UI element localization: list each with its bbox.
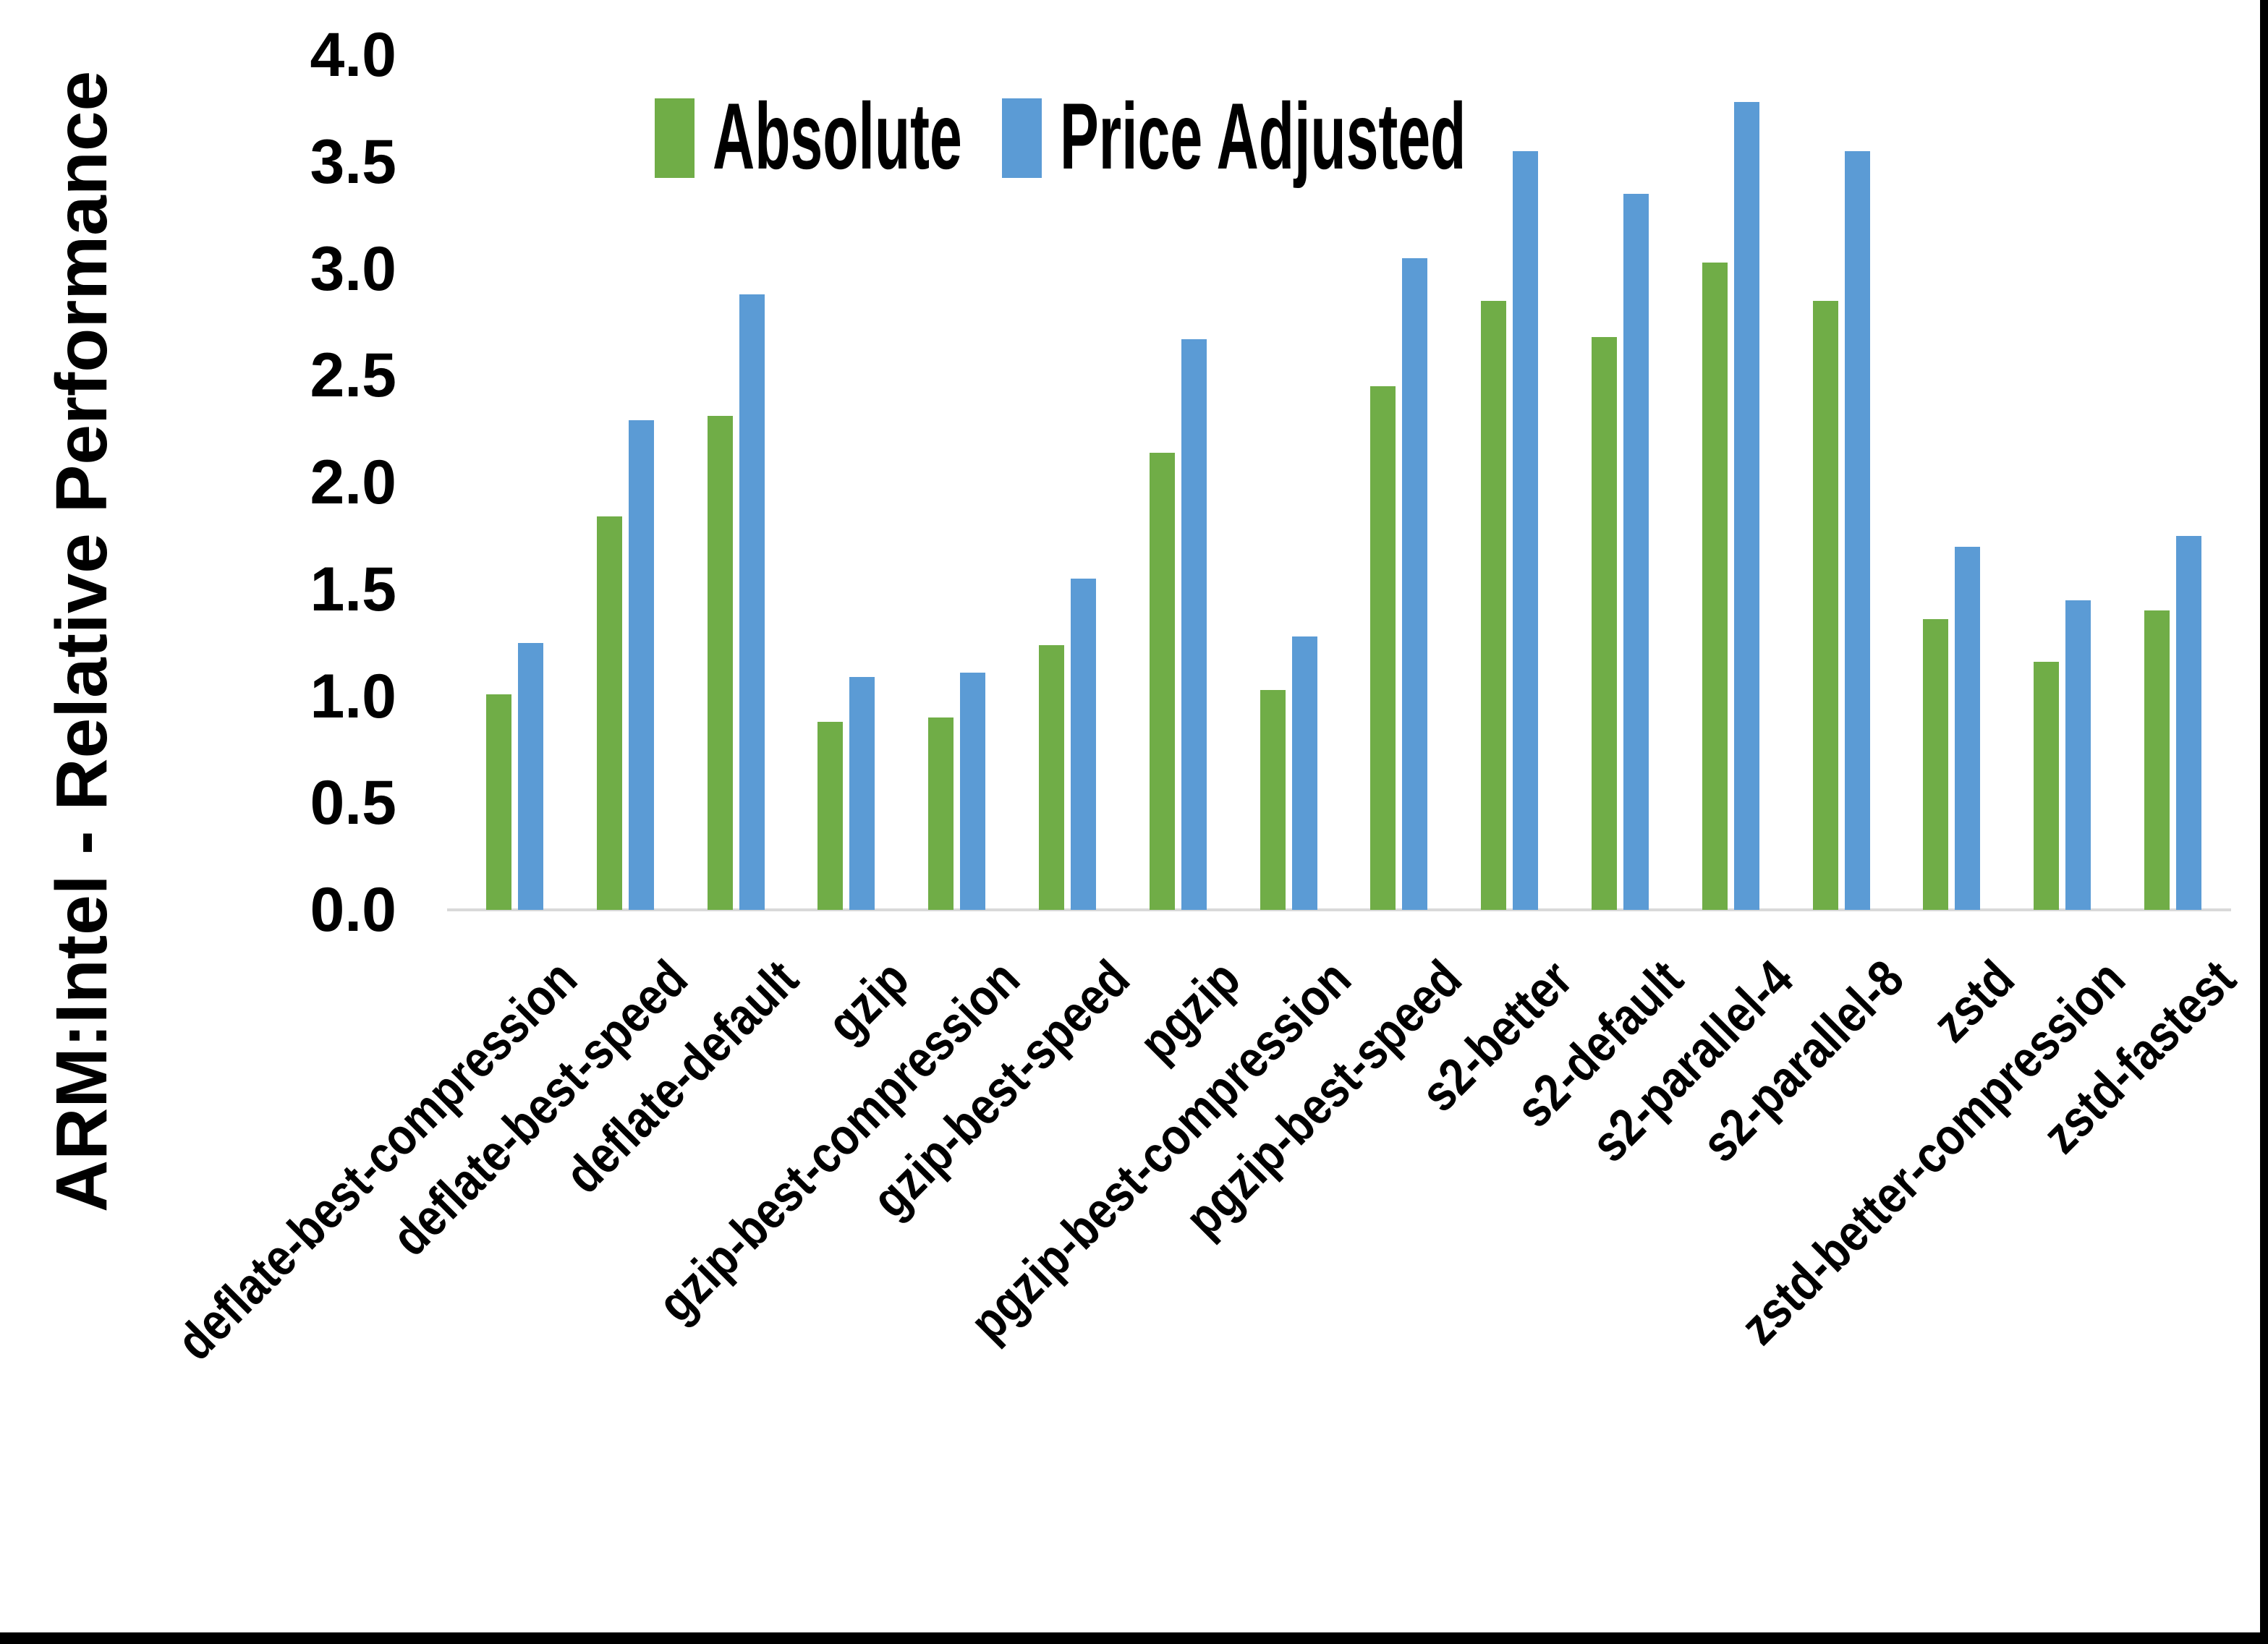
bar-price-adjusted-gzip-best-speed <box>1070 579 1096 910</box>
bar-price-adjusted-zstd-better-compression <box>2065 600 2091 910</box>
bar-price-adjusted-pgzip-best-speed <box>1402 258 1428 910</box>
bar-price-adjusted-zstd-fastest <box>2176 536 2202 910</box>
bar-price-adjusted-deflate-best-compression <box>517 643 543 910</box>
y-axis-title: ARM:Intel - Relative Performance <box>41 70 122 1213</box>
x-axis-line <box>447 908 2231 911</box>
y-tick-label-1.5: 1.5 <box>310 554 396 624</box>
y-tick-label-4.0: 4.0 <box>310 20 396 90</box>
bar-price-adjusted-s2-parallel-8 <box>1844 151 1870 910</box>
y-tick-label-0.0: 0.0 <box>310 875 396 945</box>
legend-swatch-absolute <box>655 98 695 178</box>
legend-item-absolute: Absolute <box>713 88 962 184</box>
legend-item-price-adjusted: Price Adjusted <box>1060 88 1479 184</box>
bar-price-adjusted-zstd <box>1955 547 1981 910</box>
bar-absolute-pgzip-best-compression <box>1260 690 1286 910</box>
legend-label-price-adjusted: Price Adjusted <box>1060 83 1466 189</box>
bar-absolute-gzip-best-speed <box>1038 645 1064 910</box>
bar-absolute-gzip <box>817 722 844 910</box>
y-tick-label-3.0: 3.0 <box>310 234 396 304</box>
bar-absolute-deflate-best-compression <box>485 694 511 910</box>
bar-absolute-pgzip <box>1149 453 1175 910</box>
legend-label-absolute: Absolute <box>713 83 962 189</box>
bar-absolute-deflate-default <box>707 416 733 910</box>
bar-absolute-gzip-best-compression <box>928 717 954 910</box>
y-tick-label-3.5: 3.5 <box>310 127 396 197</box>
bar-absolute-s2-default <box>1592 337 1618 910</box>
y-tick-label-2.0: 2.0 <box>310 448 396 517</box>
bar-absolute-s2-parallel-4 <box>1702 263 1728 910</box>
bar-absolute-zstd-fastest <box>2144 610 2170 910</box>
y-tick-label-2.5: 2.5 <box>310 341 396 411</box>
bar-price-adjusted-s2-better <box>1513 151 1539 910</box>
bar-price-adjusted-gzip-best-compression <box>960 673 986 910</box>
bar-price-adjusted-gzip <box>849 677 875 910</box>
bottom-border <box>0 1632 2268 1644</box>
y-tick-label-1.0: 1.0 <box>310 661 396 731</box>
bar-absolute-deflate-best-speed <box>596 516 622 910</box>
bar-price-adjusted-pgzip <box>1181 339 1207 910</box>
bar-price-adjusted-deflate-default <box>739 294 765 910</box>
legend: Absolute Price Adjusted <box>655 88 1479 184</box>
legend-swatch-price-adjusted <box>1002 98 1042 178</box>
bar-absolute-zstd-better-compression <box>2034 662 2060 910</box>
bar-absolute-s2-parallel-8 <box>1812 301 1838 910</box>
bar-price-adjusted-s2-default <box>1623 194 1649 910</box>
bar-absolute-zstd <box>1923 619 1949 910</box>
bar-price-adjusted-deflate-best-speed <box>628 420 654 910</box>
bar-absolute-pgzip-best-speed <box>1370 386 1396 910</box>
bar-price-adjusted-pgzip-best-compression <box>1291 636 1317 910</box>
bar-price-adjusted-s2-parallel-4 <box>1733 102 1759 910</box>
y-tick-label-0.5: 0.5 <box>310 768 396 838</box>
bar-absolute-s2-better <box>1481 301 1507 910</box>
right-border <box>2260 0 2268 1644</box>
